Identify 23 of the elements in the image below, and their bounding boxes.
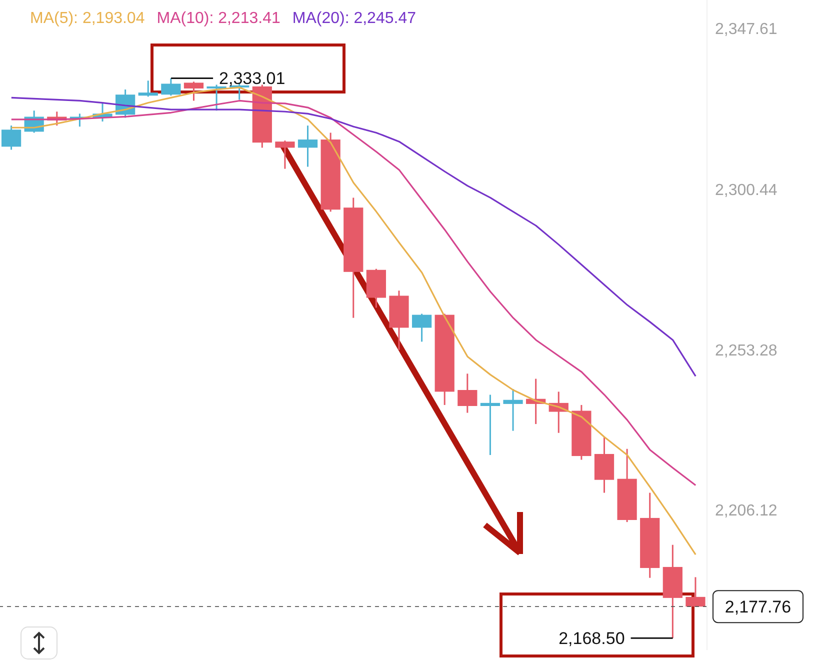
y-tick-label: 2,206.12 — [715, 502, 778, 520]
y-tick-label: 2,300.44 — [715, 182, 778, 199]
candlestick — [503, 388, 523, 432]
candlestick — [686, 576, 706, 608]
candlestick — [298, 124, 318, 168]
text: MA(10): 2,213.41 — [156, 10, 280, 28]
annotation: 2,168.50 — [558, 629, 625, 648]
candlestick — [275, 140, 295, 170]
candlestick — [458, 372, 478, 414]
candlestick — [138, 80, 158, 98]
text: MA(20): 2,245.47 — [292, 10, 416, 28]
ref-line-label: 2,177.76 — [724, 598, 792, 617]
candlestick — [412, 313, 432, 342]
candlestick — [184, 80, 204, 102]
candlestick — [161, 77, 181, 96]
line-series — [10, 100, 696, 486]
line-series — [10, 86, 696, 556]
y-tick-label: 2,347.61 — [715, 21, 778, 38]
annotation: 2,333.01 — [219, 69, 286, 88]
candlestick — [1, 124, 22, 150]
candlestick — [480, 394, 500, 456]
y-tick-label: 2,253.28 — [715, 342, 778, 360]
text: MA(5): 2,193.04 — [30, 10, 145, 28]
